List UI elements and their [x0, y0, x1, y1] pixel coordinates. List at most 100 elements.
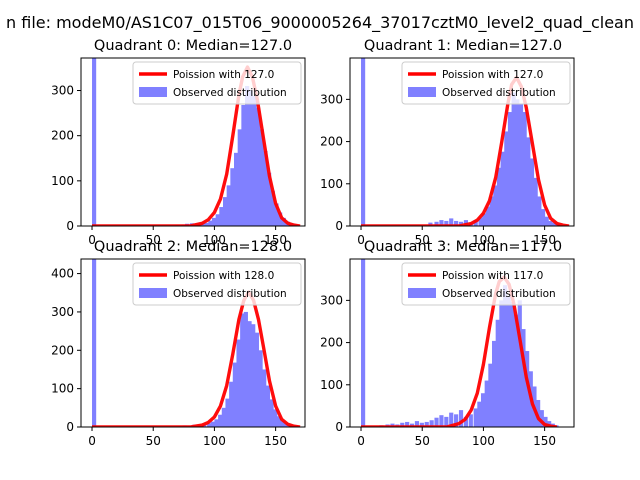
quadrant-1-ytick-label-0: 0 — [335, 219, 343, 233]
quadrant-2-hist-bar-19 — [251, 324, 256, 427]
quadrant-2-hist-bar-27 — [280, 420, 285, 427]
quadrant-1-hist-bar-21 — [515, 99, 520, 226]
quadrant-0-legend-label-observed: Observed distribution — [173, 87, 287, 99]
quadrant-0-xtick-label-1: 50 — [146, 233, 161, 247]
quadrant-2-hist-bar-24 — [269, 399, 274, 427]
quadrant-3-hist-bar-0 — [361, 259, 366, 427]
quadrant-1-hist-bar-22 — [518, 103, 524, 226]
quadrant-2-hist-bar-11 — [221, 407, 226, 427]
quadrant-1-legend: Poission with 127.0 Observed distribution — [401, 61, 571, 105]
quadrant-1-ytick-label-1: 100 — [320, 177, 343, 191]
quadrant-3-xtick-label-1: 50 — [415, 434, 430, 448]
quadrant-3-xtick-label-2: 100 — [472, 434, 495, 448]
quadrant-3-hist-bar-30 — [510, 302, 515, 427]
quadrant-2-hist-bar-21 — [258, 350, 263, 427]
quadrant-1-hist-bar-3 — [439, 220, 444, 226]
quadrant-3-hist-bar-29 — [506, 296, 511, 427]
quadrant-3-xtick-label-0: 0 — [357, 434, 365, 448]
quadrant-1-hist-bar-28 — [540, 209, 546, 226]
quadrant-1-hist-bar-5 — [449, 218, 454, 226]
quadrant-1-hist-bar-16 — [496, 167, 502, 226]
figure-suptitle: n file: modeM0/AS1C07_015T06_9000005264_… — [6, 13, 634, 33]
quadrant-1-ytick-label-2: 200 — [320, 135, 343, 149]
quadrant-2-legend-box — [132, 262, 302, 306]
quadrant-2-hist-bar-10 — [218, 414, 223, 427]
quadrant-2-hist-bar-12 — [225, 398, 230, 427]
quadrant-2-hist-bar-7 — [207, 423, 212, 427]
quadrant-1-xtick-label-3: 150 — [533, 233, 556, 247]
quadrant-1-hist-bar-4 — [444, 220, 449, 226]
quadrant-3-xtick-label-3: 150 — [533, 434, 556, 448]
quadrant-3-panel: Quadrant 3: Median=117.0 0 50 100 150 0 100 20… — [320, 239, 575, 448]
quadrant-2-hist-bar-0 — [92, 259, 97, 427]
quadrant-2-hist-bar-23 — [265, 385, 270, 427]
quadrant-0-hist-bar-10 — [211, 217, 217, 226]
quadrant-1-hist-bar-30 — [548, 220, 553, 226]
quadrant-3-hist-bar-10 — [424, 421, 429, 427]
quadrant-1-legend-label-poisson: Poission with 127.0 — [442, 69, 543, 81]
quadrant-0-legend-label-poisson: Poission with 127.0 — [173, 69, 274, 81]
quadrant-2-axes-frame — [80, 258, 306, 428]
quadrant-0-hist-bar-14 — [226, 185, 231, 226]
quadrant-0-legend: Poission with 127.0 Observed distribution — [132, 61, 302, 105]
quadrant-3-hist-bar-21 — [477, 401, 482, 427]
quadrant-0-title: Quadrant 0: Median=127.0 — [94, 38, 292, 54]
quadrant-3-hist-bar-24 — [488, 363, 493, 427]
quadrant-2-hist-bar-22 — [262, 369, 267, 427]
quadrant-2-hist-bar-18 — [247, 321, 252, 427]
quadrant-0-hist-bar-17 — [237, 129, 242, 226]
quadrant-1-legend-patch-swatch — [408, 87, 436, 97]
quadrant-2-legend-patch-swatch — [139, 288, 167, 298]
quadrant-3-hist-bar-38 — [539, 410, 544, 427]
quadrant-2-hist-bar-8 — [210, 421, 215, 427]
quadrant-3-hist-bar-20 — [473, 408, 478, 427]
quadrant-3-hist-bar-22 — [480, 393, 486, 427]
quadrant-0-axes-frame — [80, 57, 306, 227]
quadrant-2-hist-bar-13 — [229, 381, 234, 427]
quadrant-1-hist-bar-26 — [533, 177, 538, 226]
quadrant-3-hist-bar-19 — [468, 414, 473, 427]
quadrant-1-hist-bar-27 — [537, 196, 542, 226]
quadrant-2-ytick-label-0: 0 — [66, 420, 74, 434]
quadrant-3-hist-bar-8 — [414, 421, 420, 427]
quadrant-1-legend-box — [401, 61, 571, 105]
quadrant-2-legend-label-poisson: Poission with 128.0 — [173, 270, 274, 282]
quadrant-3-hist-bar-28 — [503, 285, 508, 427]
quadrant-3-legend-patch-swatch — [408, 288, 436, 298]
quadrant-1-hist-bar-2 — [434, 221, 439, 226]
quadrant-2-xtick-label-0: 0 — [88, 434, 96, 448]
quadrant-0-hist-bar-13 — [222, 197, 228, 226]
quadrant-1-legend-label-observed: Observed distribution — [442, 87, 556, 99]
quadrant-0-xtick-label-0: 0 — [88, 233, 96, 247]
quadrant-3-hist-bar-5 — [400, 422, 405, 427]
quadrant-3-hist-bar-31 — [514, 314, 519, 427]
quadrant-1-hist-bar-14 — [489, 196, 494, 226]
quadrant-3-ytick-label-0: 0 — [335, 420, 343, 434]
quadrant-0-legend-patch-swatch — [139, 87, 167, 97]
quadrant-2-hist-bar-17 — [243, 311, 248, 427]
quadrant-1-xtick-label-0: 0 — [357, 233, 365, 247]
quadrant-3-hist-bar-16 — [454, 414, 459, 427]
quadrant-1-hist-bar-25 — [529, 158, 535, 226]
quadrant-0-plot-area — [92, 58, 301, 226]
quadrant-0-hist-bar-9 — [208, 220, 213, 226]
quadrant-3-legend: Poission with 117.0 Observed distribution — [401, 262, 571, 306]
quadrant-2-hist-bar-14 — [232, 362, 237, 427]
quadrant-3-hist-bar-12 — [434, 417, 439, 427]
quadrant-0-hist-bar-25 — [267, 172, 272, 226]
quadrant-0-hist-bar-18 — [241, 104, 246, 226]
quadrant-3-hist-bar-14 — [444, 416, 449, 427]
quadrant-0-hist-bar-23 — [259, 129, 264, 226]
quadrant-1-hist-bar-6 — [454, 220, 459, 226]
quadrant-2-legend: Poission with 128.0 Observed distribution — [132, 262, 302, 306]
quadrant-3-title: Quadrant 3: Median=117.0 — [364, 239, 562, 255]
quadrant-3-legend-label-poisson: Poission with 117.0 — [442, 270, 543, 282]
quadrant-3-hist-bar-26 — [495, 319, 500, 427]
quadrant-0-xtick-label-3: 150 — [264, 233, 287, 247]
quadrant-1-panel: Quadrant 1: Median=127.0 0 50 100 150 0 100 20… — [320, 38, 575, 247]
quadrant-3-hist-bar-25 — [491, 340, 497, 427]
quadrant-0-hist-bar-28 — [278, 212, 283, 226]
quadrant-0-hist-bar-11 — [215, 214, 220, 226]
quadrant-3-hist-bar-27 — [499, 300, 504, 427]
quadrant-3-hist-bar-33 — [521, 329, 526, 427]
